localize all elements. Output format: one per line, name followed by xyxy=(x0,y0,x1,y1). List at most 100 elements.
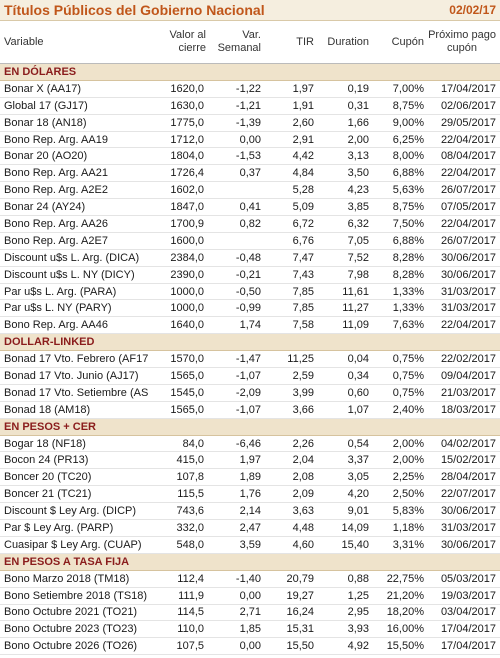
cell: 5,09 xyxy=(292,201,314,214)
cell: 3,50 xyxy=(347,167,369,180)
cell: 29/05/2017 xyxy=(440,116,496,129)
cell: 31/03/2017 xyxy=(440,521,496,534)
cell: 7,05 xyxy=(347,234,369,247)
cell: 6,72 xyxy=(292,217,314,230)
cell: 1602,0 xyxy=(170,184,204,197)
cell: Bono Rep. Arg. A2E2 xyxy=(4,184,108,197)
cell: 1545,0 xyxy=(170,386,204,399)
cell: Discount $ Ley Arg. (DICP) xyxy=(4,505,137,518)
data-row: Bono Octubre 2023 (TO23) 110,0 1,85 15,31 3,… xyxy=(0,621,500,639)
cell: 2,40% xyxy=(392,403,424,416)
cell: 4,92 xyxy=(347,640,369,653)
cell: 7,63% xyxy=(392,319,424,332)
data-row: Global 17 (GJ17) 1630,0 -1,21 1,91 0,31 8,75%… xyxy=(0,98,500,115)
cell: Bocon 24 (PR13) xyxy=(4,454,89,467)
cell: 1,25 xyxy=(347,589,369,602)
cell: 332,0 xyxy=(176,521,204,534)
title: Títulos Públicos del Gobierno Nacional xyxy=(4,2,265,18)
cell: -1,53 xyxy=(235,150,261,163)
section-header: EN PESOS A TASA FIJA xyxy=(0,553,500,571)
cell: 4,23 xyxy=(347,184,369,197)
cell: 11,25 xyxy=(287,353,314,366)
cell: Bono Rep. Arg. AA21 xyxy=(4,167,108,180)
data-row: Bogar 18 (NF18) 84,0 -6,46 2,26 0,54 2,00% 04/… xyxy=(0,436,500,453)
cell: 16,00% xyxy=(386,623,424,636)
cell: 6,32 xyxy=(347,217,369,230)
cell: 22,75% xyxy=(386,572,424,585)
cell: 15,50% xyxy=(386,640,424,653)
cell: 114,5 xyxy=(177,606,204,619)
cell: 5,83% xyxy=(392,505,424,518)
cell: 11,09 xyxy=(342,319,369,332)
data-row: Bonar 18 (AN18) 1775,0 -1,39 2,60 1,66 9,00% 2… xyxy=(0,115,500,132)
cell: -1,22 xyxy=(235,82,261,95)
cell: -0,50 xyxy=(235,285,261,298)
cell: 1630,0 xyxy=(170,99,204,112)
cell: 3,66 xyxy=(292,403,314,416)
cell: 1,33% xyxy=(392,302,424,315)
cell: 17/04/2017 xyxy=(440,623,496,636)
cell: 548,0 xyxy=(176,538,204,551)
cell: 28/04/2017 xyxy=(440,471,496,484)
column-header: Valor al cierre xyxy=(169,29,206,54)
cell: 30/06/2017 xyxy=(440,268,496,281)
cell: Bonad 17 Vto. Junio (AJ17) xyxy=(4,369,139,382)
cell: 2,50% xyxy=(392,488,424,501)
header-row: Variable Valor al cierre Var. Semanal TIR Du… xyxy=(0,21,500,64)
cell: 0,19 xyxy=(347,82,369,95)
data-row: Boncer 20 (TC20) 107,8 1,89 2,08 3,05 2,25% 28… xyxy=(0,469,500,487)
data-row: Par u$s L. Arg. (PARA) 1000,0 -0,50 7,85 11,… xyxy=(0,284,500,301)
cell: 2,71 xyxy=(239,606,261,619)
cell: 8,28% xyxy=(392,251,424,264)
cell: Bonad 17 Vto. Setiembre (AS xyxy=(4,386,149,399)
cell: -1,07 xyxy=(235,403,261,416)
cell: 7,85 xyxy=(292,302,314,315)
cell: 1,89 xyxy=(239,471,261,484)
cell: 5,63% xyxy=(392,184,424,197)
cell: Bono Octubre 2023 (TO23) xyxy=(4,623,138,636)
cell: 02/06/2017 xyxy=(440,99,496,112)
cell: 4,48 xyxy=(292,521,314,534)
cell: Boncer 21 (TC21) xyxy=(4,488,92,501)
cell: 21/03/2017 xyxy=(440,386,496,399)
cell: 1,18% xyxy=(392,521,424,534)
data-row: Par $ Ley Arg. (PARP) 332,0 2,47 4,48 14,09 1… xyxy=(0,520,500,537)
data-row: Bono Rep. Arg. AA26 1700,9 0,82 6,72 6,32 7,5… xyxy=(0,216,500,233)
cell: 107,8 xyxy=(176,471,204,484)
data-row: Boncer 21 (TC21) 115,5 1,76 2,09 4,20 2,50% 22… xyxy=(0,486,500,504)
cell: 18,20% xyxy=(386,606,424,619)
cell: -0,48 xyxy=(235,251,261,264)
cell: 3,05 xyxy=(347,471,369,484)
cell: 0,00 xyxy=(239,133,261,146)
section-header: EN DÓLARES xyxy=(0,64,500,81)
cell: 11,27 xyxy=(342,302,369,315)
cell: -2,09 xyxy=(235,386,261,399)
cell: 1,33% xyxy=(392,285,424,298)
cell: Bogar 18 (NF18) xyxy=(4,437,86,450)
cell: Bonar 18 (AN18) xyxy=(4,116,87,129)
cell: Bonad 18 (AM18) xyxy=(4,403,91,416)
data-row: Bono Rep. Arg. AA21 1726,4 0,37 4,84 3,50 6,8… xyxy=(0,165,500,183)
cell: Cuasipar $ Ley Arg. (CUAP) xyxy=(4,538,142,551)
cell: 1640,0 xyxy=(170,319,204,332)
cell: 26/07/2017 xyxy=(440,184,496,197)
cell: 15,31 xyxy=(286,623,314,636)
cell: Par u$s L. Arg. (PARA) xyxy=(4,285,117,298)
cell: 07/05/2017 xyxy=(440,201,496,214)
cell: Bono Rep. Arg. AA19 xyxy=(4,133,108,146)
cell: 22/02/2017 xyxy=(440,353,496,366)
cell: 0,37 xyxy=(239,167,261,180)
cell: 1000,0 xyxy=(170,285,204,298)
cell: Boncer 20 (TC20) xyxy=(4,471,92,484)
cell: Par u$s L. NY (PARY) xyxy=(4,302,112,315)
cell: 115,5 xyxy=(177,488,204,501)
cell: -1,40 xyxy=(235,572,261,585)
cell: 19,27 xyxy=(286,589,314,602)
cell: 2,25% xyxy=(392,471,424,484)
cell: 4,84 xyxy=(292,167,314,180)
section-header: DOLLAR-LINKED xyxy=(0,334,500,352)
cell: -1,47 xyxy=(235,353,261,366)
data-row: Bono Rep. Arg. A2E7 1600,0 6,76 7,05 6,88% 26… xyxy=(0,233,500,250)
cell: 17/04/2017 xyxy=(440,82,496,95)
cell: 0,60 xyxy=(347,386,369,399)
